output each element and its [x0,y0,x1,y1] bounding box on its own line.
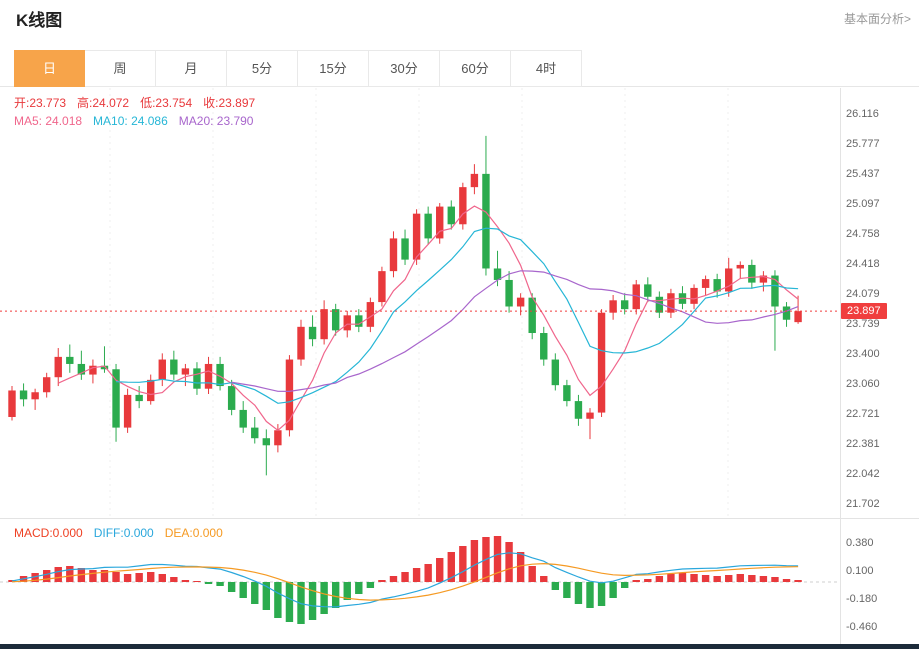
tab-day[interactable]: 日 [14,50,85,87]
tab-week[interactable]: 周 [85,50,156,87]
macd-stats: MACD:0.000 DIFF:0.000 DEA:0.000 [14,524,234,542]
stat-open: 开:23.773 [14,96,67,110]
y-axis-tick: 24.758 [846,228,880,240]
macd-chart[interactable] [0,519,840,645]
y-axis-tick: 23.739 [846,318,880,330]
price-axis: 26.116 25.777 25.437 25.097 24.758 24.418 24.0… [844,0,919,649]
tab-5min[interactable]: 5分 [227,50,298,87]
bottom-bar [0,644,919,649]
fundamental-analysis-link[interactable]: 基本面分析> [843,12,911,26]
period-tabbar: 日周月 5分 15分 30分 60分 4时 [0,50,919,87]
tab-15min[interactable]: 15分 [298,50,369,87]
stat-ma5: MA5: 24.018 [14,114,83,128]
ma-stats: MA5: 24.018 MA10: 24.086 MA20: 23.790 [14,112,264,130]
tab-30min[interactable]: 30分 [369,50,440,87]
current-price-tag: 23.897 [841,303,887,319]
candlestick-chart[interactable] [0,88,840,518]
y-axis-tick: 23.400 [846,348,880,360]
y-axis-tick: 24.079 [846,288,880,300]
y-axis-tick: 22.721 [846,408,880,420]
macd-canvas[interactable] [0,519,840,645]
ohlc-stats: 开:23.773 高:24.072 低:23.754 收:23.897 [14,94,266,112]
stat-high: 高:24.072 [77,96,130,110]
stat-macd: MACD:0.000 [14,526,83,540]
stat-ma10: MA10: 24.086 [93,114,168,128]
y-axis-tick: -0.460 [846,621,878,633]
y-axis-tick: 25.097 [846,198,880,210]
y-axis-tick: 0.380 [846,537,874,549]
y-axis-tick: 0.100 [846,565,874,577]
page-title: K线图 [16,11,63,30]
y-axis-tick: 21.702 [846,498,880,510]
y-axis-tick: 22.381 [846,438,880,450]
stat-diff: DIFF:0.000 [93,526,154,540]
y-axis-tick: 25.777 [846,138,880,150]
y-axis-tick: 26.116 [846,108,879,120]
tab-month[interactable]: 月 [156,50,227,87]
y-axis-tick: 25.437 [846,168,880,180]
tab-4hour[interactable]: 4时 [511,50,582,87]
panel-divider [0,518,919,519]
axis-divider [840,88,841,644]
y-axis-tick: 24.418 [846,258,880,270]
y-axis-tick: 22.042 [846,468,880,480]
stat-dea: DEA:0.000 [164,526,223,540]
stat-ma20: MA20: 23.790 [178,114,254,128]
stat-close: 收:23.897 [203,96,256,110]
tab-60min[interactable]: 60分 [440,50,511,87]
y-axis-tick: -0.180 [846,593,878,605]
stat-low: 低:23.754 [140,96,193,110]
y-axis-tick: 23.060 [846,378,880,390]
candlestick-canvas[interactable] [0,88,840,518]
